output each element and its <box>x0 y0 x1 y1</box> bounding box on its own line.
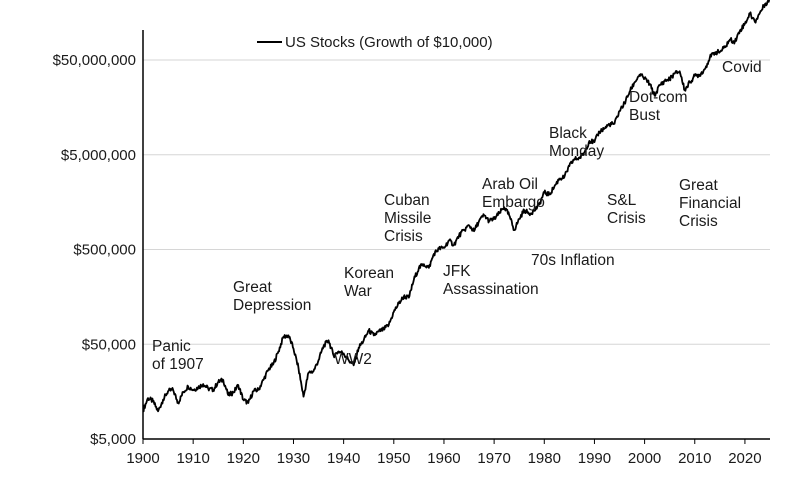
annotation-black-monday: Black <box>549 125 587 142</box>
x-tick-label: 1980 <box>528 450 561 467</box>
y-tick-label: $5,000 <box>90 431 136 448</box>
y-tick-label: $50,000 <box>82 336 136 353</box>
annotation-dot-com-bust: Bust <box>629 107 661 124</box>
annotation-cuban-missile-crisis: Crisis <box>384 228 423 245</box>
legend-label: US Stocks (Growth of $10,000) <box>285 34 493 51</box>
x-tick-label: 1950 <box>377 450 410 467</box>
annotation-sl-crisis: Crisis <box>607 210 646 227</box>
annotation-jfk-assassination: Assassination <box>443 281 539 298</box>
annotation-jfk-assassination: JFK <box>443 263 471 280</box>
x-tick-label: 1930 <box>277 450 310 467</box>
annotation-ww2: WW2 <box>334 351 372 368</box>
annotation-korean-war: Korean <box>344 265 394 282</box>
annotation-dot-com-bust: Dot-com <box>629 89 688 106</box>
x-tick-label: 2000 <box>628 450 661 467</box>
annotation-black-monday: Monday <box>549 143 604 160</box>
x-tick-label: 2020 <box>728 450 761 467</box>
annotation-great-financial-crisis: Crisis <box>679 213 718 230</box>
annotation-panic-1907: Panic <box>152 338 191 355</box>
x-tick-label: 1990 <box>578 450 611 467</box>
annotation-70s-inflation: 70s Inflation <box>531 252 615 269</box>
annotation-covid: Covid <box>722 59 762 76</box>
annotation-korean-war: War <box>344 283 372 300</box>
series-line <box>142 0 771 413</box>
annotation-great-depression: Depression <box>233 297 311 314</box>
annotation-arab-oil-embargo: Arab Oil <box>482 176 538 193</box>
x-tick-label: 1960 <box>427 450 460 467</box>
annotation-cuban-missile-crisis: Cuban <box>384 192 430 209</box>
y-tick-label: $50,000,000 <box>53 52 136 69</box>
y-tick-label: $5,000,000 <box>61 147 136 164</box>
x-tick-label: 2010 <box>678 450 711 467</box>
x-tick-label: 1910 <box>176 450 209 467</box>
annotation-cuban-missile-crisis: Missile <box>384 210 431 227</box>
annotation-great-financial-crisis: Great <box>679 177 718 194</box>
annotation-arab-oil-embargo: Embargo <box>482 194 545 211</box>
annotation-great-financial-crisis: Financial <box>679 195 741 212</box>
x-tick-label: 1920 <box>227 450 260 467</box>
x-tick-label: 1970 <box>477 450 510 467</box>
annotation-sl-crisis: S&L <box>607 192 637 209</box>
x-tick-label: 1900 <box>126 450 159 467</box>
annotation-panic-1907: of 1907 <box>152 356 204 373</box>
annotation-great-depression: Great <box>233 279 272 296</box>
x-tick-label: 1940 <box>327 450 360 467</box>
y-tick-label: $500,000 <box>73 242 136 259</box>
